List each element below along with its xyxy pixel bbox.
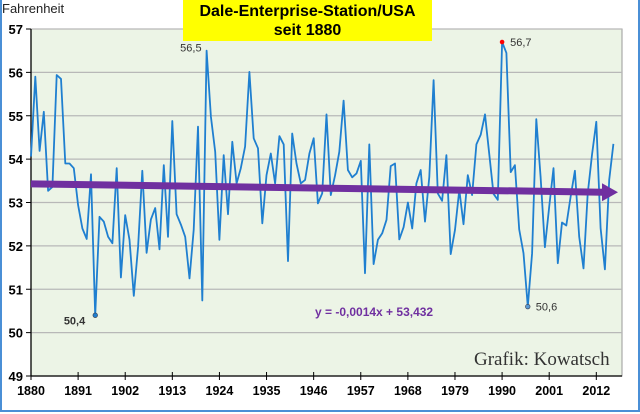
x-tick-label: 1891 <box>64 384 92 398</box>
x-tick-label: 1924 <box>206 384 234 398</box>
x-tick-label: 1990 <box>488 384 516 398</box>
annotation-label: 56,7 <box>510 37 531 49</box>
x-tick-label: 1957 <box>347 384 375 398</box>
annotation-marker <box>92 312 98 318</box>
chart-title-line-1: Dale-Enterprise-Station/USA <box>199 3 416 20</box>
y-tick-label: 54 <box>9 152 24 167</box>
y-tick-label: 49 <box>9 369 23 384</box>
trendline-equation: y = -0,0014x + 53,432 <box>315 305 433 319</box>
y-tick-label: 50 <box>9 326 23 341</box>
y-tick-label: 52 <box>9 239 23 254</box>
temperature-series-line <box>30 41 615 317</box>
trendline-arrow-head <box>602 183 618 202</box>
x-tick-label: 2001 <box>535 384 563 398</box>
x-tick-label: 1902 <box>111 384 139 398</box>
annotation-marker <box>499 39 505 45</box>
x-tick-label: 1946 <box>300 384 328 398</box>
chart-title: Dale-Enterprise-Station/USA seit 1880 <box>183 0 432 41</box>
chart-credit: Grafik: Kowatsch <box>474 349 610 370</box>
chart-title-line-2: seit 1880 <box>273 22 342 39</box>
y-axis-label: Fahrenheit <box>2 1 65 16</box>
x-tick-label: 1979 <box>441 384 469 398</box>
annotation-marker <box>525 304 531 310</box>
x-tick-label: 2012 <box>582 384 610 398</box>
annotation-label: 56,5 <box>180 43 201 55</box>
y-tick-label: 51 <box>9 282 23 297</box>
x-tick-label: 1968 <box>394 384 422 398</box>
trendline-arrow-shaft <box>30 180 605 196</box>
x-tick-label: 1935 <box>253 384 281 398</box>
y-tick-label: 56 <box>9 65 23 80</box>
y-tick-label: 55 <box>9 109 23 124</box>
x-tick-label: 1880 <box>17 384 45 398</box>
x-tick-label: 1913 <box>158 384 186 398</box>
y-tick-label: 53 <box>9 196 23 211</box>
annotation-label: 50,4 <box>64 315 86 327</box>
annotation-label: 50,6 <box>536 302 557 314</box>
y-tick-label: 57 <box>9 22 23 37</box>
